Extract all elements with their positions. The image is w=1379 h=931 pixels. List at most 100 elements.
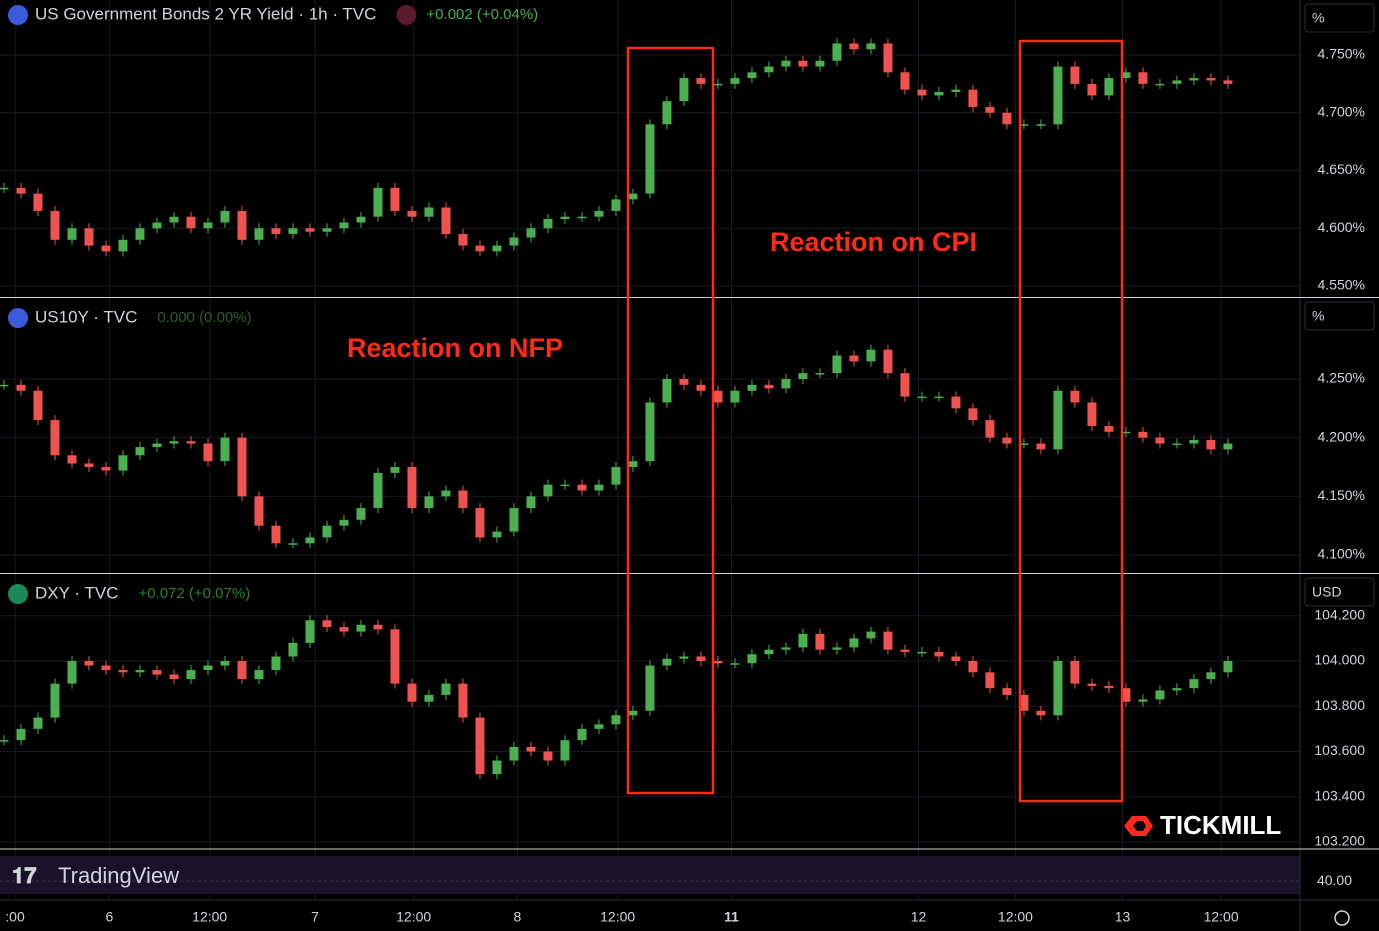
candle — [883, 43, 893, 73]
candle — [594, 484, 604, 491]
candle — [424, 694, 434, 702]
candle — [475, 508, 485, 538]
y-tick-label: 4.700% — [1318, 103, 1365, 119]
candle — [611, 715, 621, 725]
tv-logo: 𝟏𝟕 — [12, 863, 37, 888]
y-tick-label: 103.400 — [1314, 787, 1365, 803]
candle — [67, 228, 77, 240]
candle — [84, 463, 94, 468]
candle — [101, 467, 111, 471]
candle — [67, 660, 77, 684]
candle — [50, 683, 60, 718]
candle — [696, 384, 706, 391]
candle — [1223, 660, 1233, 673]
candle — [152, 670, 162, 675]
candle — [764, 649, 774, 655]
candle — [543, 219, 553, 229]
candle — [220, 437, 230, 462]
candle — [220, 210, 230, 223]
candle — [1189, 440, 1199, 444]
x-tick-label: 8 — [513, 909, 521, 925]
symbol-icon — [8, 5, 28, 25]
candle — [441, 490, 451, 497]
candle — [237, 210, 247, 240]
candle — [254, 228, 264, 240]
settings-icon[interactable] — [1334, 910, 1350, 926]
candle — [730, 663, 740, 665]
candle — [1172, 80, 1182, 84]
candle — [271, 656, 281, 671]
candle — [203, 222, 213, 229]
candle — [747, 654, 757, 664]
candle — [594, 210, 604, 217]
annotation: Reaction on CPI — [770, 227, 977, 257]
candle — [441, 683, 451, 695]
candle — [1070, 660, 1080, 684]
candle — [0, 384, 9, 387]
candle — [543, 751, 553, 761]
candle — [1206, 78, 1216, 81]
candle — [662, 658, 672, 666]
candle — [237, 660, 247, 680]
series-change: 0.000 (0.00%) — [157, 309, 251, 326]
candle — [1053, 660, 1063, 716]
highlight-box — [1018, 39, 1124, 803]
candle — [356, 624, 366, 632]
candle — [152, 443, 162, 448]
candle — [951, 396, 961, 409]
candle — [526, 496, 536, 509]
candle — [713, 83, 723, 86]
candle — [832, 355, 842, 374]
candle — [1036, 443, 1046, 450]
unit-label: USD — [1312, 584, 1342, 600]
candle — [305, 620, 315, 643]
x-tick-label: 11 — [724, 909, 739, 925]
candle — [900, 649, 910, 652]
candle — [934, 91, 944, 96]
candle — [169, 216, 179, 223]
candle — [968, 89, 978, 107]
candle — [50, 210, 60, 240]
candle — [730, 390, 740, 403]
candle — [509, 508, 519, 532]
candle — [560, 484, 570, 487]
candle — [781, 647, 791, 650]
candle — [1121, 431, 1131, 434]
candle — [509, 746, 519, 761]
candle — [1223, 80, 1233, 84]
candle — [203, 443, 213, 462]
y-tick-label: 4.200% — [1318, 428, 1365, 444]
candle — [900, 373, 910, 397]
candle — [543, 484, 553, 497]
candle — [135, 447, 145, 456]
candle — [764, 384, 774, 389]
candle — [679, 78, 689, 102]
candle — [1172, 688, 1182, 691]
candle — [781, 60, 791, 67]
unit-box — [1304, 3, 1375, 33]
candle — [169, 674, 179, 680]
candle — [577, 728, 587, 741]
candle — [764, 66, 774, 73]
candle — [679, 656, 689, 659]
candle — [322, 525, 332, 538]
candle — [696, 656, 706, 661]
candle — [16, 187, 26, 194]
candle — [390, 467, 400, 473]
candle — [1070, 390, 1080, 403]
candle — [1138, 699, 1148, 702]
candle — [1036, 124, 1046, 126]
x-tick-label: 12:00 — [600, 909, 635, 925]
candle — [407, 467, 417, 509]
candle — [917, 651, 927, 654]
candle — [798, 633, 808, 648]
candle — [1121, 72, 1131, 79]
candle — [1172, 443, 1182, 446]
candle — [1104, 425, 1114, 432]
candle — [271, 525, 281, 544]
candle — [254, 496, 264, 526]
candle — [832, 43, 842, 61]
candle — [288, 543, 298, 545]
candle — [985, 106, 995, 113]
